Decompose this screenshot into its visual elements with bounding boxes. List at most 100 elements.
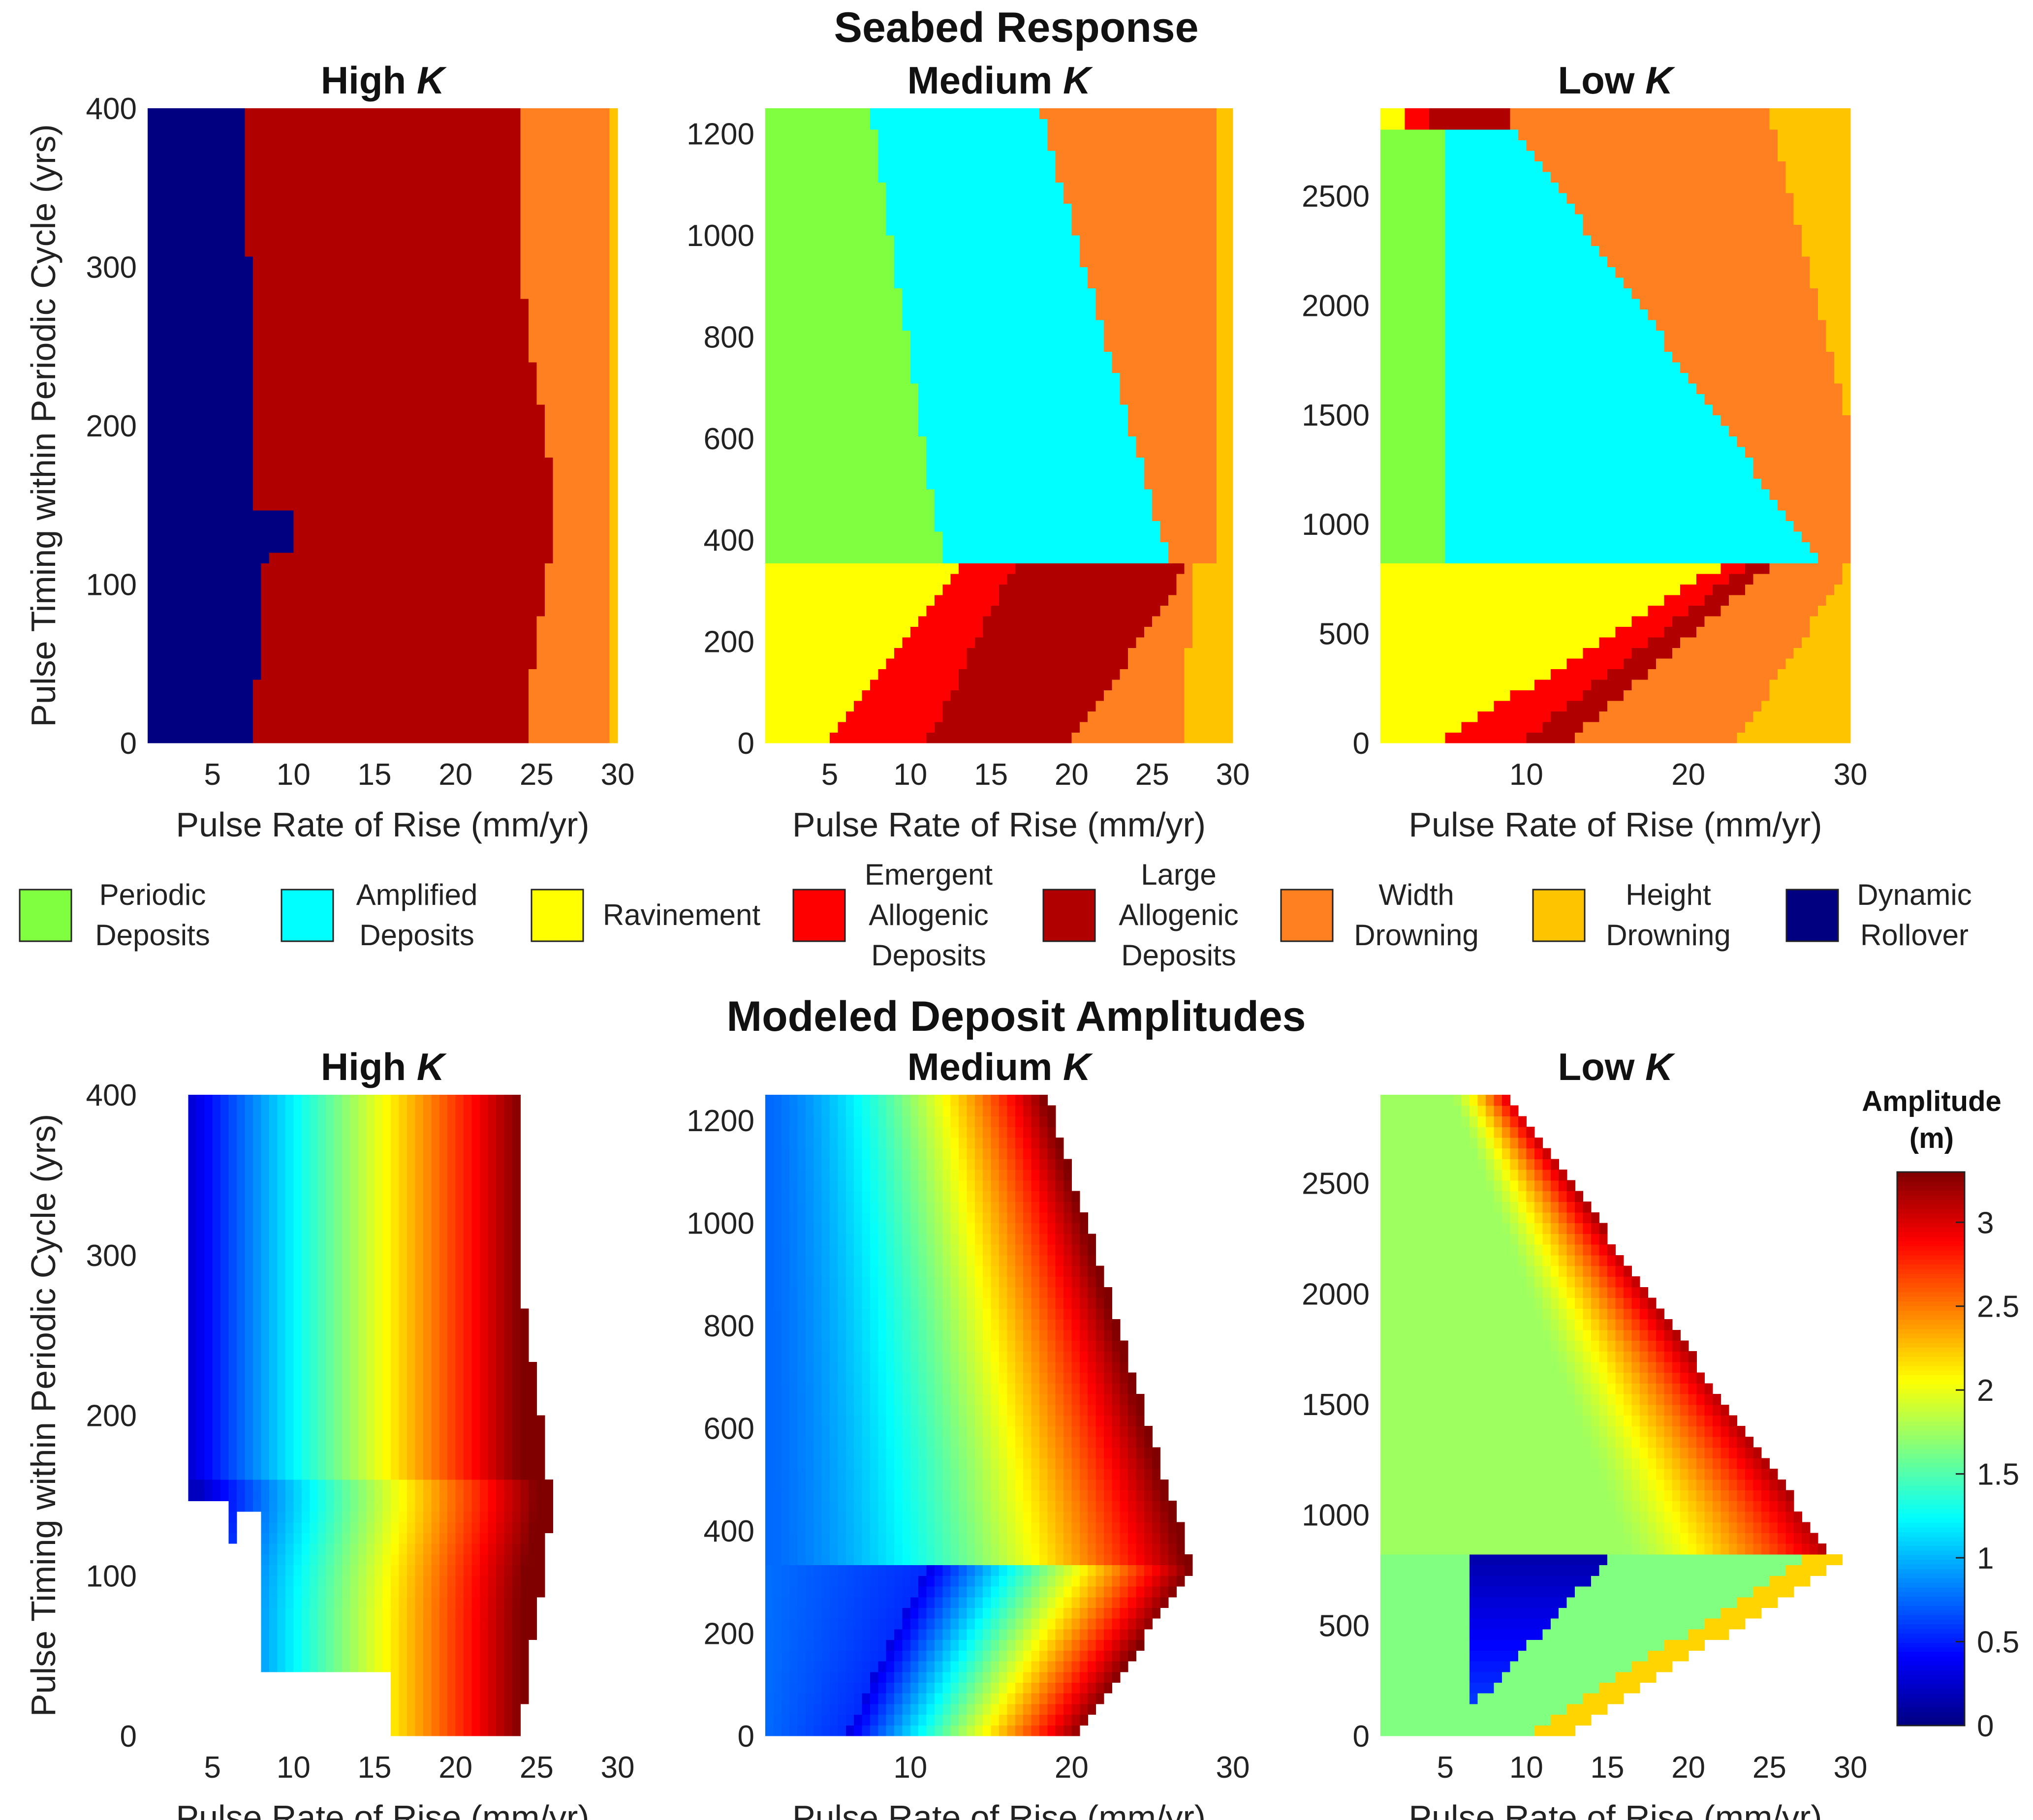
heatmap-cell [423, 722, 432, 733]
heatmap-cell [504, 362, 513, 373]
heatmap-cell [447, 256, 456, 268]
heatmap-cell [950, 563, 959, 574]
heatmap-cell [455, 669, 464, 680]
heatmap-cell [520, 722, 529, 733]
heatmap-cell [375, 648, 383, 659]
heatmap-cell [910, 278, 919, 289]
heatmap-cell [431, 626, 440, 638]
heatmap-cell [609, 235, 618, 247]
heatmap-cell [536, 732, 545, 743]
heatmap-cell [934, 658, 943, 670]
heatmap-cell [358, 658, 367, 670]
heatmap-cell [821, 108, 830, 120]
heatmap-cell [350, 584, 359, 595]
heatmap-cell [326, 542, 335, 553]
heatmap-cell [237, 605, 246, 617]
heatmap-cell [423, 299, 432, 310]
heatmap-cell [553, 351, 562, 363]
heatmap-cell [431, 267, 440, 278]
heatmap-cell [317, 119, 326, 130]
heatmap-cell [423, 426, 432, 437]
heatmap-cell [212, 129, 221, 141]
heatmap-cell [845, 140, 854, 151]
heatmap-cell [204, 161, 213, 172]
heatmap-cell [781, 626, 790, 638]
heatmap-cell [781, 246, 790, 257]
heatmap-cell [569, 447, 578, 458]
heatmap-cell [245, 309, 253, 320]
heatmap-cell [293, 510, 302, 522]
heatmap-cell [366, 595, 375, 606]
heatmap-cell [577, 119, 586, 130]
heatmap-cell [959, 499, 968, 511]
heatmap-cell [805, 531, 814, 543]
heatmap-cell [455, 637, 464, 648]
heatmap-cell [375, 499, 383, 511]
heatmap-cell [910, 151, 919, 162]
heatmap-cell [212, 626, 221, 638]
heatmap-cell [220, 182, 229, 193]
heatmap-cell [845, 510, 854, 522]
heatmap-cell [277, 489, 286, 500]
heatmap-cell [894, 119, 903, 130]
heatmap-cell [212, 457, 221, 468]
heatmap-cell [390, 584, 400, 595]
heatmap-cell [805, 701, 814, 712]
heatmap-cell [220, 626, 229, 638]
heatmap-cell [253, 351, 262, 363]
heatmap-cell [926, 372, 935, 384]
heatmap-cell [838, 309, 846, 320]
heatmap-cell [959, 404, 968, 416]
heatmap-cell [423, 626, 432, 638]
heatmap-cell [577, 531, 586, 543]
heatmap-cell [894, 246, 903, 257]
heatmap-cell [845, 426, 854, 437]
heatmap-cell [926, 499, 935, 511]
heatmap-cell [789, 119, 798, 130]
heatmap-cell [447, 161, 456, 172]
heatmap-cell [902, 288, 911, 299]
heatmap-cell [781, 288, 790, 299]
heatmap-cell [415, 415, 424, 426]
heatmap-cell [269, 447, 278, 458]
heatmap-cell [934, 108, 943, 120]
heatmap-cell [601, 626, 610, 638]
heatmap-cell [156, 447, 164, 458]
heatmap-cell [253, 193, 262, 204]
heatmap-cell [301, 172, 310, 183]
heatmap-cell [821, 478, 830, 490]
heatmap-cell [773, 140, 782, 151]
heatmap-cell [293, 119, 302, 130]
heatmap-cell [237, 732, 246, 743]
heatmap-cell [886, 267, 895, 278]
heatmap-cell [520, 214, 529, 225]
heatmap-cell [350, 278, 359, 289]
heatmap-cell [269, 288, 278, 299]
heatmap-cell [342, 193, 351, 204]
heatmap-cell [480, 648, 489, 659]
heatmap-cell [902, 182, 911, 193]
heatmap-cell [805, 711, 814, 722]
heatmap-cell [805, 553, 814, 564]
heatmap-cell [253, 658, 262, 670]
heatmap-cell [212, 426, 221, 437]
heatmap-cell [561, 690, 569, 701]
heatmap-cell [455, 129, 464, 141]
heatmap-cell [375, 531, 383, 543]
heatmap-cell [902, 669, 911, 680]
heatmap-cell [504, 616, 513, 627]
heatmap-cell [959, 542, 968, 553]
heatmap-cell [926, 648, 935, 659]
heatmap-cell [204, 447, 213, 458]
heatmap-cell [854, 679, 863, 691]
heatmap-cell [894, 499, 903, 511]
heatmap-cell [277, 267, 286, 278]
heatmap-cell [830, 732, 839, 743]
heatmap-cell [894, 256, 903, 268]
heatmap-cell [253, 383, 262, 395]
heatmap-cell [163, 563, 172, 574]
heatmap-cell [593, 129, 602, 141]
heatmap-cell [609, 288, 618, 299]
heatmap-cell [415, 119, 424, 130]
heatmap-cell [439, 447, 448, 458]
